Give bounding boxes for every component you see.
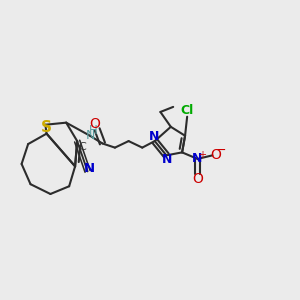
Text: −: − xyxy=(215,144,226,157)
Text: N: N xyxy=(192,152,203,165)
Text: N: N xyxy=(149,130,159,143)
Text: S: S xyxy=(41,120,52,135)
Text: O: O xyxy=(211,148,221,162)
Text: +: + xyxy=(198,150,206,160)
Text: O: O xyxy=(192,172,203,186)
Text: Cl: Cl xyxy=(181,104,194,117)
Text: N: N xyxy=(83,162,94,175)
Text: O: O xyxy=(89,117,100,131)
Text: H: H xyxy=(89,124,98,137)
Text: N: N xyxy=(162,153,172,166)
Text: N: N xyxy=(85,129,94,142)
Text: C: C xyxy=(79,142,86,152)
